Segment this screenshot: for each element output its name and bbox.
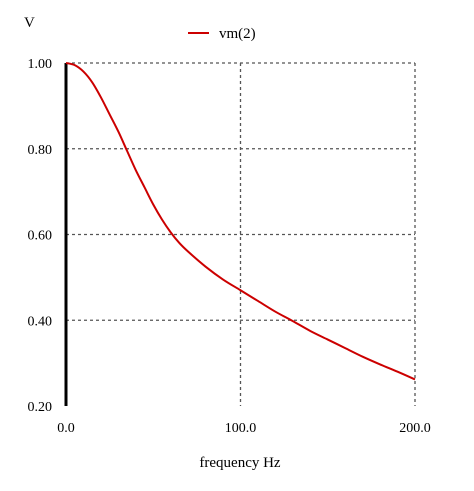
x-axis-label: frequency Hz xyxy=(199,455,281,471)
y-axis-label: V xyxy=(24,15,35,31)
y-tick-label: 0.20 xyxy=(28,400,53,415)
series-line-0 xyxy=(65,62,416,381)
legend-label: vm(2) xyxy=(219,26,256,42)
y-tick-label: 0.80 xyxy=(28,143,53,158)
y-tick-label: 0.60 xyxy=(28,229,53,244)
tick-labels: 0.20 0.40 0.60 0.80 1.00 0.0 100.0 200.0 xyxy=(28,57,431,436)
x-tick-label: 100.0 xyxy=(225,421,257,436)
series xyxy=(65,62,416,381)
x-tick-label: 0.0 xyxy=(57,421,75,436)
y-tick-label: 1.00 xyxy=(28,57,53,72)
y-tick-label: 0.40 xyxy=(28,314,53,329)
grid xyxy=(66,62,416,406)
x-tick-label: 200.0 xyxy=(399,421,431,436)
legend: vm(2) xyxy=(188,26,256,42)
